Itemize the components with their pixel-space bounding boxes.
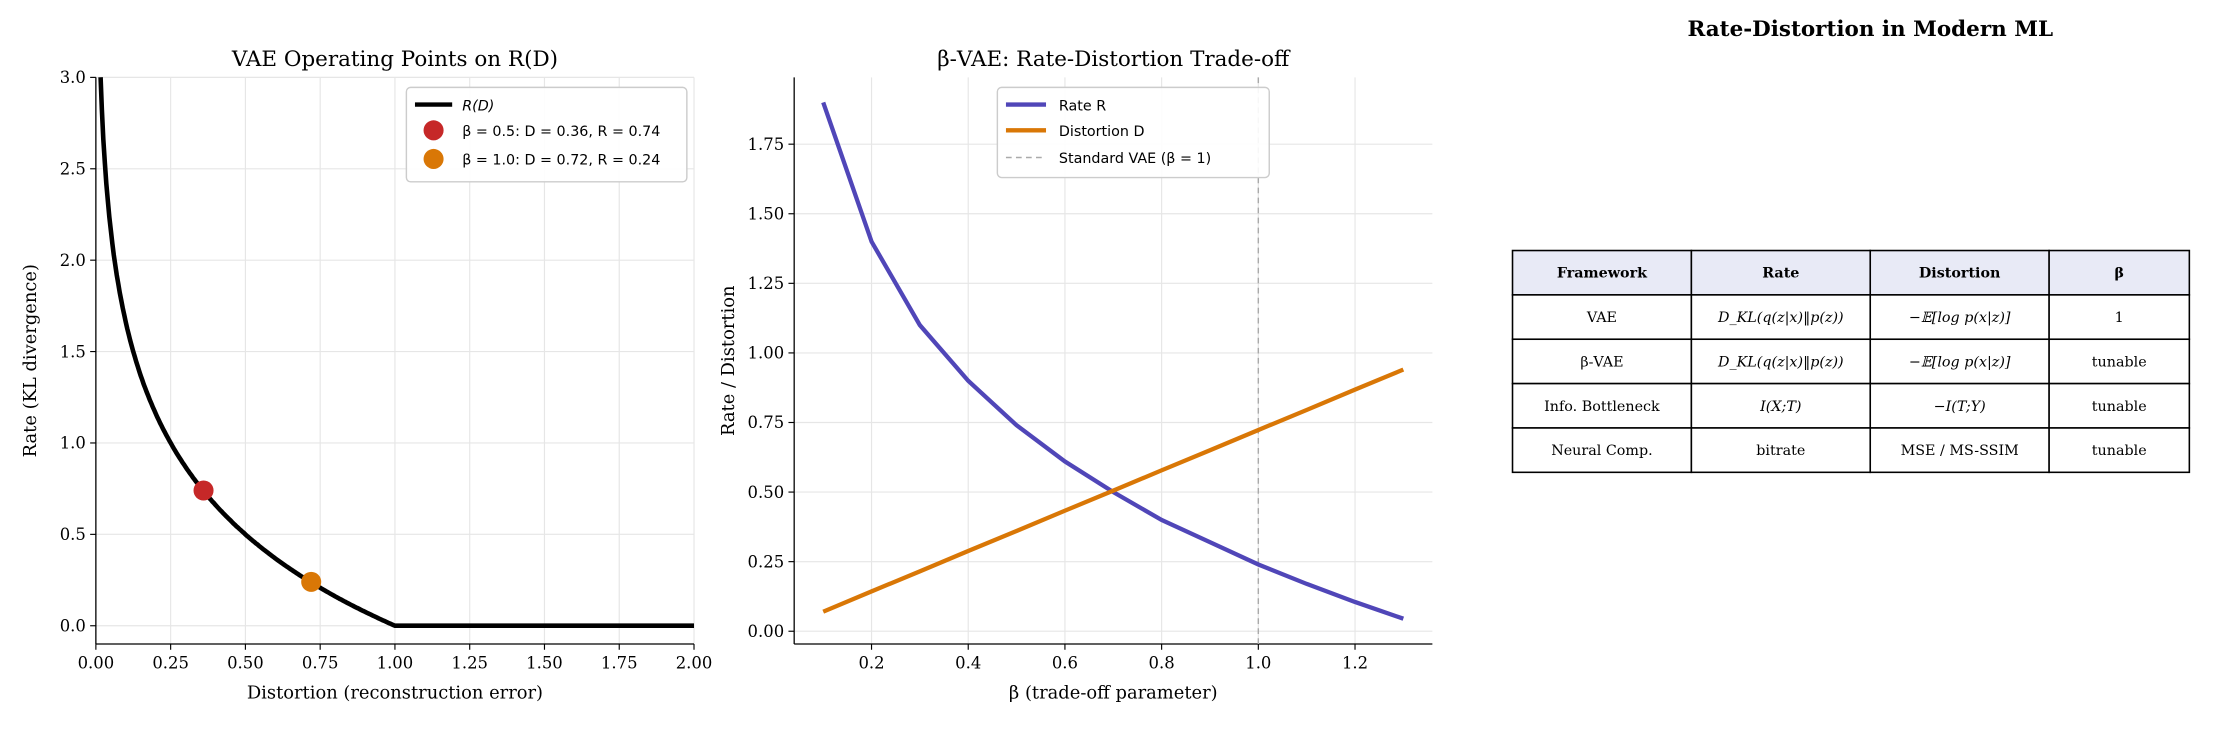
table-cell: −I(T;Y) (1934, 399, 1986, 415)
table-cell: −𝔼[log p(x|z)] (1909, 354, 2011, 370)
table-cell: bitrate (1756, 443, 1805, 459)
table-header-cell: Rate (1762, 266, 1799, 282)
y-tick-label: 1.00 (748, 344, 785, 363)
series-line-rate (821, 101, 1405, 621)
y-tick-label: 1.25 (748, 274, 785, 293)
x-tick-label: 1.00 (377, 653, 414, 672)
table-cell-bg (1511, 249, 1693, 296)
x-tick-label: 1.2 (1342, 653, 1368, 672)
y-tick-label: 3.0 (60, 68, 86, 87)
figure-title: Rate-Distortion in Modern ML (1687, 17, 2053, 42)
x-tick-label: 0.4 (955, 653, 981, 672)
y-tick-label: 0.5 (60, 525, 86, 544)
legend-swatch-point (423, 148, 444, 169)
operating-point-1 (301, 571, 322, 592)
table-cell: MSE / MS-SSIM (1901, 443, 2019, 459)
x-tick-label: 2.00 (676, 653, 713, 672)
x-tick-label: 1.0 (1245, 653, 1271, 672)
table-cell: D_KL(q(z|x)‖p(z)) (1717, 354, 1844, 370)
x-tick-label: 1.75 (601, 653, 638, 672)
table-cell: tunable (2092, 399, 2147, 415)
y-tick-label: 1.50 (748, 204, 785, 223)
table-cell-bg (2048, 294, 2191, 341)
x-tick-label: 0.6 (1052, 653, 1078, 672)
table-cell-bg (2048, 249, 2191, 296)
legend-label: Rate R (1059, 98, 1106, 114)
y-tick-label: 0.75 (748, 413, 785, 432)
legend-label: Distortion D (1059, 124, 1145, 140)
x-tick-label: 0.8 (1149, 653, 1175, 672)
table-cell-bg (2048, 382, 2191, 429)
series-line-distortion (822, 367, 1405, 614)
table-cell-bg (1690, 427, 1872, 474)
x-tick-label: 1.25 (451, 653, 488, 672)
x-axis-label: β (trade-off parameter) (1009, 682, 1218, 703)
table-cell-bg (2048, 338, 2191, 385)
y-tick-label: 1.0 (60, 434, 86, 453)
table-cell-bg (1869, 427, 2050, 474)
table-cell: tunable (2092, 354, 2147, 370)
table-row: Info. Bottleneck I(X;T) −I(T;Y) tunable (1511, 382, 2191, 429)
table-cell: Info. Bottleneck (1544, 399, 1660, 415)
table-cell: tunable (2092, 443, 2147, 459)
y-tick-label: 0.0 (60, 616, 86, 635)
table-cell: β-VAE (1580, 354, 1623, 370)
table-cell-bg (1690, 382, 1872, 429)
table-cell-bg (1690, 338, 1872, 385)
legend-label: β = 0.5: D = 0.36, R = 0.74 (462, 124, 660, 140)
x-tick-label: 1.50 (526, 653, 563, 672)
legend: Rate R Distortion D Standard VAE (β = 1) (996, 86, 1270, 179)
table-header-cell: Framework (1557, 266, 1648, 282)
table-cell: Neural Comp. (1551, 443, 1652, 459)
x-axis-label: Distortion (reconstruction error) (247, 682, 543, 703)
table-cell: I(X;T) (1759, 399, 1801, 415)
legend: R(D) β = 0.5: D = 0.36, R = 0.74 β = 1.0: … (405, 86, 688, 183)
legend-label: R(D) (462, 98, 494, 114)
y-tick-label: 2.5 (60, 159, 86, 178)
table-cell-bg (1511, 294, 1693, 341)
table-cell-bg (1511, 382, 1693, 429)
table-cell-bg (1690, 294, 1872, 341)
table-row: Neural Comp. bitrate MSE / MS-SSIM tunable (1511, 427, 2191, 474)
y-axis-label: Rate / Distortion (718, 285, 739, 436)
y-axis-label: Rate (KL divergence) (20, 264, 41, 457)
table-cell: −𝔼[log p(x|z)] (1909, 310, 2011, 326)
x-tick-label: 0.25 (152, 653, 189, 672)
table-row: VAE D_KL(q(z|x)‖p(z)) −𝔼[log p(x|z)] 1 (1511, 294, 2191, 341)
x-tick-label: 0.50 (227, 653, 264, 672)
x-tick-label: 0.75 (302, 653, 339, 672)
legend-frame (996, 86, 1270, 179)
table-header-cell: β (2114, 266, 2124, 282)
legend-swatch-point (423, 120, 444, 141)
operating-point-0 (193, 480, 214, 501)
table-header-cell: Distortion (1919, 266, 2001, 282)
legend-frame (405, 86, 688, 183)
y-tick-label: 0.25 (748, 552, 785, 571)
table-cell: D_KL(q(z|x)‖p(z)) (1717, 310, 1844, 326)
chart-title: β-VAE: Rate-Distortion Trade-off (937, 47, 1291, 72)
panel-beta-vae: 0.2 0.4 0.6 0.8 1.0 1.2 0.00 0.25 0.50 0.75 1.00 1.… (718, 47, 1433, 703)
y-tick-label: 0.50 (748, 483, 785, 502)
panel-rd-curve: 0.00 0.25 0.50 0.75 1.00 1.25 1.50 1.75 2.00 0.0 0… (20, 47, 713, 703)
table-row: β-VAE D_KL(q(z|x)‖p(z)) −𝔼[log p(x|z)] tuna… (1511, 338, 2191, 385)
x-tick-label: 0.00 (78, 653, 115, 672)
table-cell-bg (1869, 294, 2050, 341)
legend-label: β = 1.0: D = 0.72, R = 0.24 (462, 153, 660, 169)
table-cell: 1 (2115, 310, 2124, 326)
table-cell: VAE (1586, 310, 1617, 326)
table-header-row: Framework Rate Distortion β (1511, 249, 2191, 296)
table-cell-bg (1511, 338, 1693, 385)
table-cell-bg (2048, 427, 2191, 474)
x-tick-label: 0.2 (858, 653, 884, 672)
y-tick-label: 1.5 (60, 342, 86, 361)
y-tick-label: 0.00 (748, 622, 785, 641)
y-tick-label: 1.75 (748, 135, 785, 154)
comparison-table: Framework Rate Distortion β VAE D_KL(q(z|x)‖p… (1511, 249, 2191, 474)
table-cell-bg (1869, 249, 2050, 296)
chart-title: VAE Operating Points on R(D) (231, 47, 558, 72)
legend-label: Standard VAE (β = 1) (1059, 151, 1211, 167)
y-tick-label: 2.0 (60, 251, 86, 270)
